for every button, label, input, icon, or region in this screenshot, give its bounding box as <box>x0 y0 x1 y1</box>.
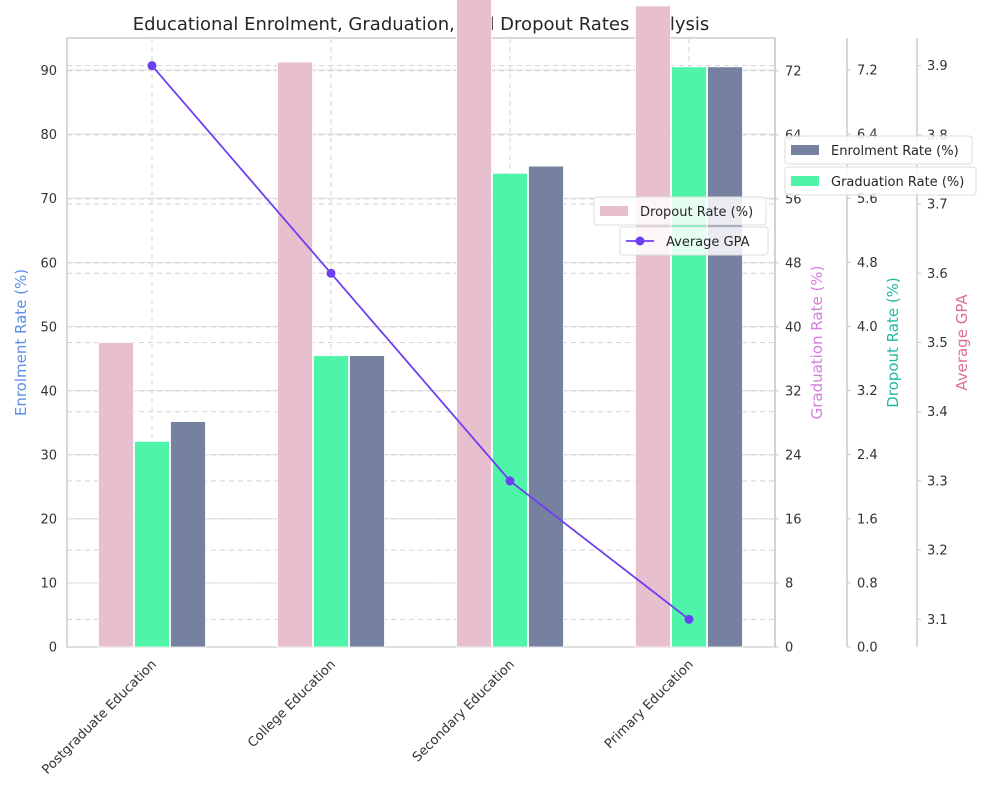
tick-label-gpa: 3.3 <box>927 474 948 489</box>
bar-dropout-rate-college-education <box>277 61 313 648</box>
tick-label-graduation: 72 <box>785 64 802 79</box>
bar-graduation-rate-primary-education <box>671 66 707 648</box>
bar-dropout-rate-primary-education <box>635 5 671 648</box>
tick-label-gpa: 3.4 <box>927 405 948 420</box>
tick-label-graduation: 40 <box>785 320 802 335</box>
legend-box <box>784 166 977 196</box>
legend-label: Graduation Rate (%) <box>831 175 964 190</box>
tick-label-enrolment: 0 <box>49 641 57 656</box>
legend-box <box>784 135 973 165</box>
tick-label-dropout: 0.0 <box>857 641 878 656</box>
legend-label: Average GPA <box>666 235 750 250</box>
tick-label-graduation: 16 <box>785 512 802 527</box>
legend-swatch <box>791 145 819 155</box>
bar-dropout-rate-postgraduate-education <box>98 342 134 648</box>
tick-label-enrolment: 60 <box>40 256 57 271</box>
tick-label-enrolment: 80 <box>40 128 57 143</box>
tick-label-gpa: 3.1 <box>927 613 948 628</box>
bar-graduation-rate-postgraduate-education <box>134 440 170 648</box>
gpa-line <box>147 61 694 624</box>
tick-label-graduation: 0 <box>785 641 793 656</box>
tick-label-dropout: 4.8 <box>857 256 878 271</box>
legend-average-gpa: Average GPA <box>619 226 769 256</box>
tick-label-gpa: 3.2 <box>927 544 948 559</box>
tick-label-dropout: 3.2 <box>857 384 878 399</box>
legend-dropout-rate: Dropout Rate (%) <box>593 196 767 226</box>
tick-label-graduation: 8 <box>785 576 793 591</box>
point-average-gpa-primary-education <box>684 614 694 624</box>
legend-swatch-marker <box>635 236 645 246</box>
x-tick-label-primary-education: Primary Education <box>602 657 697 752</box>
tick-label-gpa: 3.7 <box>927 198 948 213</box>
tick-label-graduation: 24 <box>785 448 802 463</box>
tick-label-gpa: 3.9 <box>927 59 948 74</box>
bar-graduation-rate-secondary-education <box>492 172 528 648</box>
point-average-gpa-college-education <box>326 268 336 278</box>
legend-box <box>593 196 767 226</box>
tick-label-dropout: 0.8 <box>857 576 878 591</box>
x-tick-label-college-education: College Education <box>245 657 339 751</box>
chart-title: Educational Enrolment, Graduation, and D… <box>133 14 709 35</box>
bar-enrolment-rate-secondary-education <box>528 165 564 648</box>
tick-label-dropout: 7.2 <box>857 64 878 79</box>
tick-label-enrolment: 30 <box>40 448 57 463</box>
tick-label-graduation: 48 <box>785 256 802 271</box>
axis-title-enrolment: Enrolment Rate (%) <box>12 269 30 416</box>
x-tick-label-secondary-education: Secondary Education <box>410 657 518 765</box>
bar-enrolment-rate-primary-education <box>707 66 743 648</box>
tick-label-enrolment: 40 <box>40 384 57 399</box>
bar-enrolment-rate-postgraduate-education <box>170 421 206 648</box>
tick-label-enrolment: 70 <box>40 192 57 207</box>
line-average-gpa <box>151 65 690 621</box>
bar-dropout-rate-secondary-education <box>456 0 492 648</box>
legend-label: Enrolment Rate (%) <box>831 144 959 159</box>
bar-enrolment-rate-college-education <box>349 355 385 648</box>
x-tick-label-postgraduate-education: Postgraduate Education <box>39 657 159 777</box>
tick-label-graduation: 32 <box>785 384 802 399</box>
tick-label-enrolment: 20 <box>40 512 57 527</box>
tick-label-graduation: 56 <box>785 192 802 207</box>
legend-graduation-rate: Graduation Rate (%) <box>784 166 977 196</box>
tick-label-dropout: 5.6 <box>857 192 878 207</box>
tick-label-enrolment: 90 <box>40 64 57 79</box>
legends: Enrolment Rate (%) Graduation Rate (%) Dro… <box>593 135 977 256</box>
legend-enrolment-rate: Enrolment Rate (%) <box>784 135 973 165</box>
point-average-gpa-postgraduate-education <box>147 61 157 71</box>
bar-graduation-rate-college-education <box>313 355 349 648</box>
axis-title-gpa: Average GPA <box>953 294 971 391</box>
tick-label-gpa: 3.6 <box>927 267 948 282</box>
bars <box>98 0 743 648</box>
legend-label: Dropout Rate (%) <box>640 205 753 220</box>
axis-title-graduation: Graduation Rate (%) <box>808 266 826 420</box>
tick-label-gpa: 3.5 <box>927 336 948 351</box>
tick-label-dropout: 1.6 <box>857 512 878 527</box>
tick-label-dropout: 2.4 <box>857 448 878 463</box>
legend-swatch <box>600 206 628 216</box>
point-average-gpa-secondary-education <box>505 476 515 486</box>
legend-box <box>619 226 769 256</box>
legend-swatch <box>791 176 819 186</box>
axis-title-dropout: Dropout Rate (%) <box>884 277 902 408</box>
tick-label-enrolment: 10 <box>40 576 57 591</box>
tick-label-enrolment: 50 <box>40 320 57 335</box>
tick-label-dropout: 4.0 <box>857 320 878 335</box>
